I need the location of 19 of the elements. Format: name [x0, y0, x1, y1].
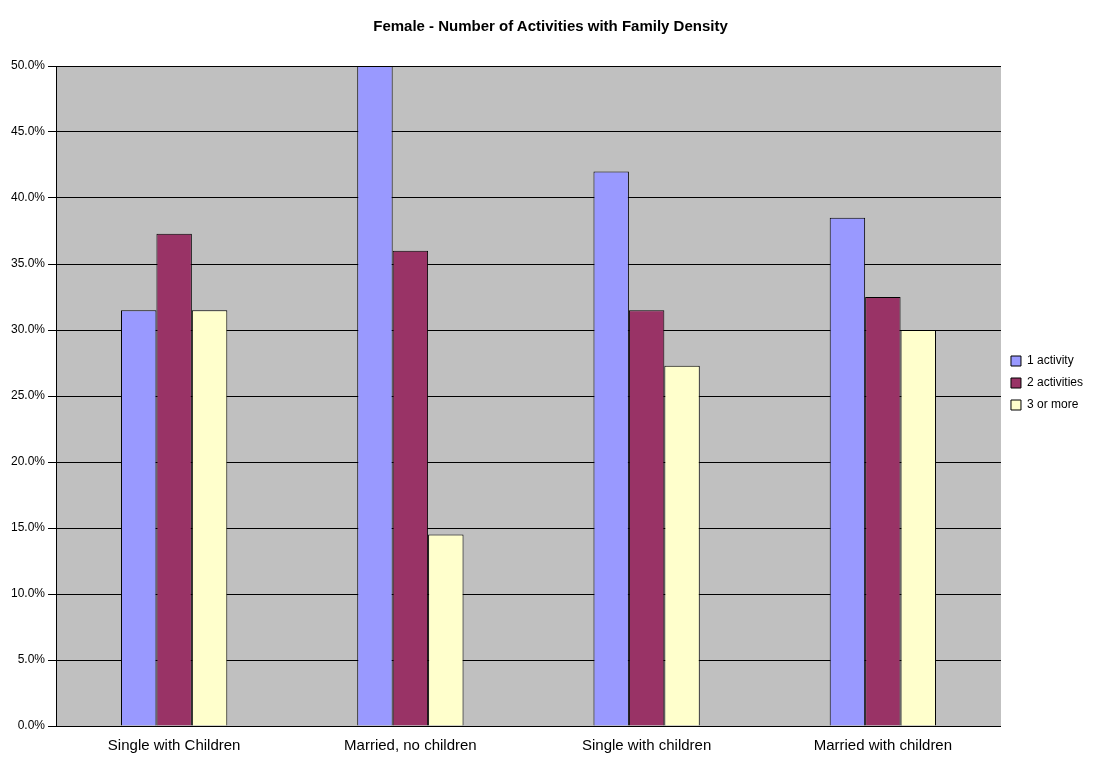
x-tick-label: Single with children	[582, 736, 712, 754]
y-tick-label: 20.0%	[10, 454, 46, 469]
y-tick-label: 5.0%	[17, 652, 46, 667]
x-tick-label: Married with children	[813, 736, 953, 754]
y-tick-label: 15.0%	[10, 520, 46, 535]
chart-title: Female - Number of Activities with Family Density	[373, 17, 729, 35]
y-tick-label: 50.0%	[10, 58, 46, 73]
legend-label: 1 activity	[1026, 353, 1074, 368]
x-tick-label: Single with Children	[107, 736, 241, 754]
x-tick-label: Married, no children	[344, 736, 477, 754]
y-tick-label: 35.0%	[10, 256, 46, 271]
legend-label: 3 or more	[1026, 397, 1079, 412]
legend-label: 2 activities	[1026, 375, 1084, 390]
y-tick-label: 25.0%	[10, 388, 46, 403]
y-tick-label: 45.0%	[10, 124, 46, 139]
y-tick-label: 0.0%	[17, 718, 46, 733]
y-tick-label: 30.0%	[10, 322, 46, 337]
y-tick-label: 40.0%	[10, 190, 46, 205]
y-tick-label: 10.0%	[10, 586, 46, 601]
